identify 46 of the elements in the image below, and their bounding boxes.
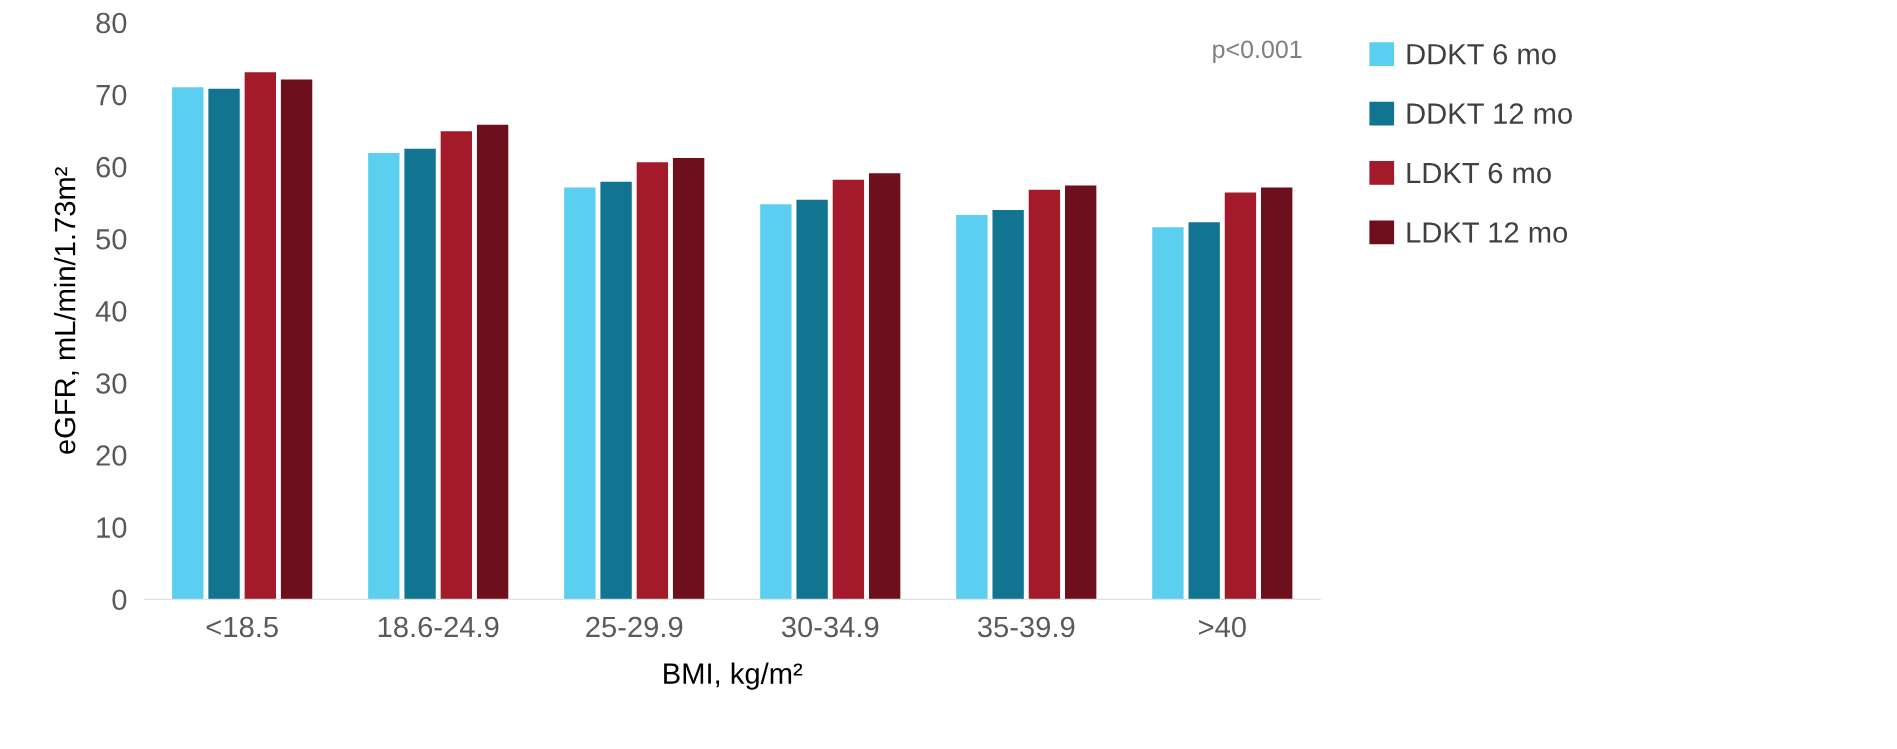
bar [368, 152, 400, 600]
legend-label: LDKT 12 mo [1407, 222, 1568, 243]
y-tick-label: 70 [96, 84, 127, 106]
x-tick-label: >40 [1199, 616, 1246, 638]
bar [280, 79, 313, 600]
bar [868, 173, 901, 600]
legend-label: DDKT 6 mo [1407, 43, 1556, 65]
bar [1152, 227, 1184, 600]
bar [1261, 187, 1293, 600]
annotation: p<0.001 [1213, 40, 1302, 64]
x-tick-label: <18.5 [206, 616, 278, 638]
bar [1064, 185, 1097, 600]
x-tick-label: 35-39.9 [977, 616, 1075, 638]
y-tick-label: 10 [97, 517, 127, 538]
legend-label: DDKT 12 mo [1407, 103, 1572, 124]
y-tick-label: 60 [96, 156, 127, 178]
bar [636, 162, 669, 600]
bar [404, 148, 436, 600]
bar [1028, 189, 1061, 600]
y-tick-label: 50 [96, 228, 127, 250]
bar [244, 72, 276, 600]
x-tick-label: 18.6-24.9 [378, 616, 499, 638]
bar [832, 179, 865, 600]
bar [1224, 192, 1257, 600]
bar [672, 158, 705, 600]
y-tick-label: 0 [112, 589, 127, 611]
bar [992, 209, 1024, 600]
x-tick-label: 30-34.9 [781, 616, 879, 638]
bar [796, 199, 828, 600]
bar [956, 214, 988, 600]
bar [760, 204, 792, 600]
y-tick-label: 30 [96, 373, 127, 394]
bar [440, 131, 473, 600]
y-tick-label: 20 [96, 445, 127, 466]
legend-label: LDKT 6 mo [1407, 162, 1551, 184]
bar [600, 181, 632, 600]
bar [208, 88, 240, 600]
y-tick-label: 80 [96, 12, 127, 34]
x-tick-label: 25-29.9 [586, 616, 683, 638]
bar [172, 87, 204, 600]
bar [564, 187, 596, 600]
x-axis-title: BMI, kg/m² [664, 662, 803, 690]
y-tick-label: 40 [95, 301, 127, 322]
bar [1188, 222, 1220, 600]
y-axis-title: eGFR, mL/min/1.73m² [53, 167, 79, 454]
bar [476, 124, 509, 600]
